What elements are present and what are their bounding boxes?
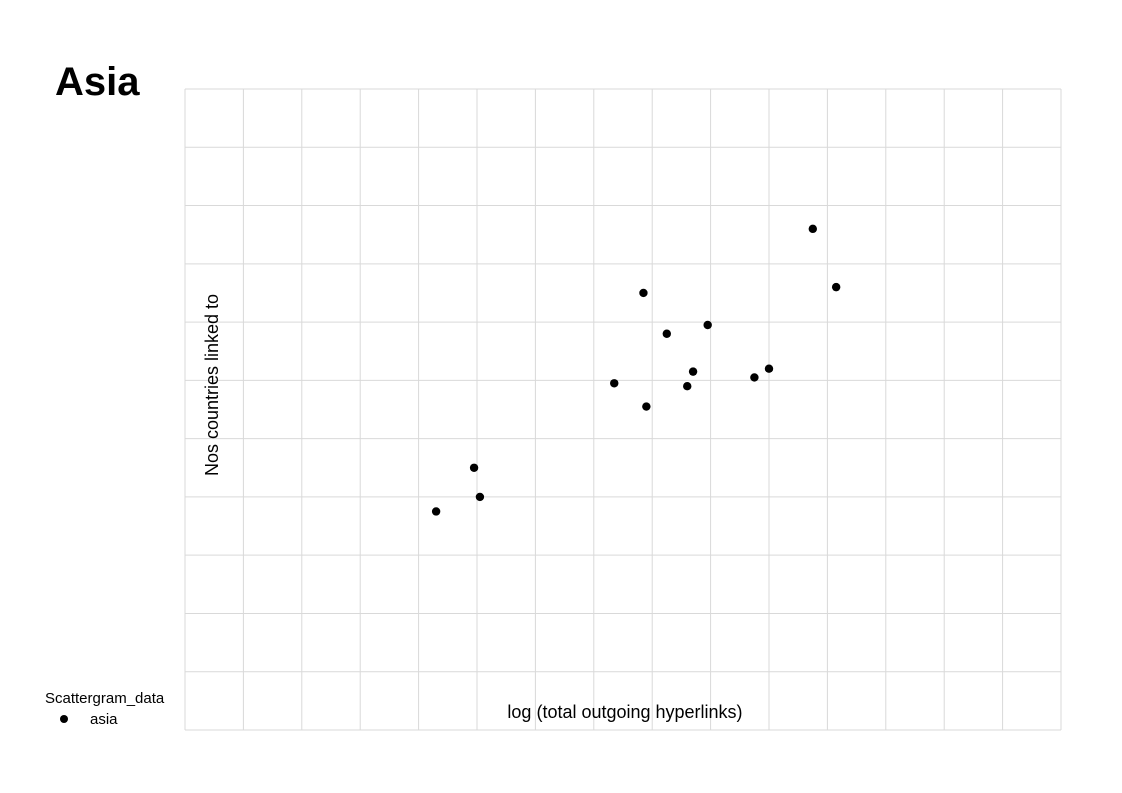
chart-title: Asia [55,60,140,104]
legend: Scattergram_data asia [45,690,165,728]
data-point [683,381,692,391]
legend-marker [60,715,68,723]
data-point [639,288,648,298]
y-axis-label: Nos countries linked to [202,294,222,476]
data-point [475,492,485,502]
data-point [688,367,698,376]
data-point [703,320,712,330]
grid [184,88,1062,731]
data-point [764,364,774,373]
data-point [662,329,671,338]
data-point [469,463,479,472]
x-axis-label: log (total outgoing hyperlinks) [507,702,742,722]
data-point [808,224,817,234]
data-point [642,402,651,411]
data-point [750,373,759,382]
data-point [831,282,841,292]
legend-title: Scattergram_data [45,690,165,707]
data-point [431,507,441,516]
data-point [610,379,619,388]
data-points [431,224,841,516]
legend-label-asia: asia [90,711,118,728]
